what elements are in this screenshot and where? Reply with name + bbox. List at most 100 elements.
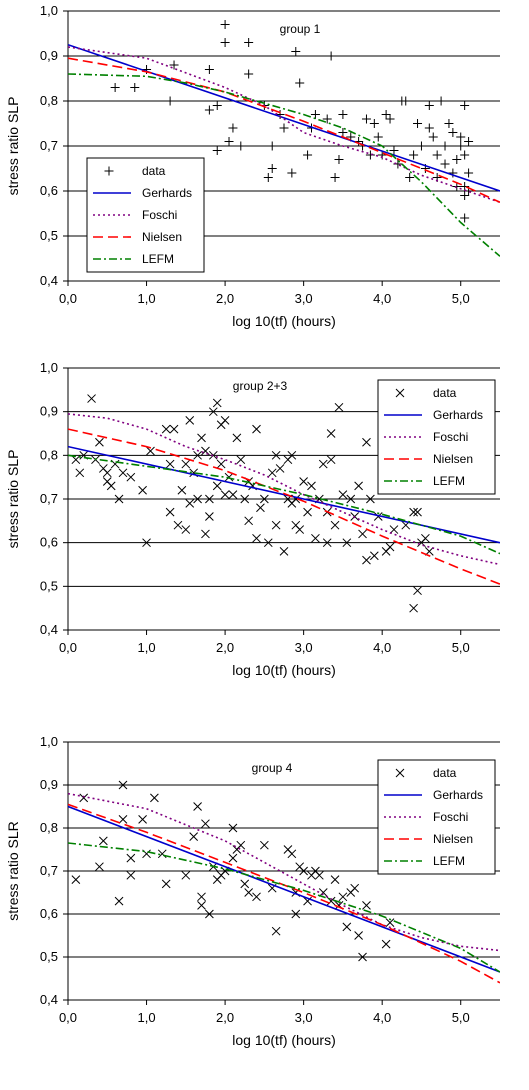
data-point (193, 450, 202, 460)
data-point (295, 525, 305, 534)
legend-label: Nielsen (433, 452, 473, 466)
legend-label: Gerhards (142, 186, 192, 200)
data-point (236, 141, 246, 151)
data-point (260, 494, 269, 504)
legend-label: data (433, 386, 457, 400)
data-point (389, 146, 399, 155)
data-point (275, 464, 285, 473)
data-point (326, 896, 336, 906)
data-point (413, 586, 422, 596)
data-point (330, 520, 340, 530)
data-point (424, 101, 434, 110)
chart-title: group 1 (280, 22, 321, 36)
data-point (369, 119, 379, 128)
series-line-gerhards (68, 445, 500, 544)
data-point (263, 538, 273, 548)
data-point (244, 69, 254, 79)
data-point (228, 823, 238, 833)
y-tick-label: 0,5 (40, 578, 58, 593)
y-tick-label: 1,0 (40, 360, 58, 375)
data-point (126, 853, 136, 863)
data-point (381, 110, 391, 119)
x-tick-label: 5,0 (452, 640, 470, 655)
data-point (279, 547, 289, 556)
data-point (150, 793, 159, 803)
data-point (212, 481, 222, 491)
series-line-lefm (68, 454, 500, 555)
data-point (212, 146, 222, 155)
data-point (228, 490, 238, 499)
data-point (413, 507, 422, 517)
data-point (126, 870, 136, 880)
series-line-foschi (68, 792, 500, 952)
data-point (311, 533, 320, 543)
data-point (409, 603, 418, 613)
data-point (271, 450, 281, 460)
data-point (342, 922, 352, 932)
data-point (165, 507, 175, 517)
data-point (287, 168, 297, 178)
y-axis-label: stress ratio SLP (5, 450, 21, 549)
data-point (106, 481, 116, 491)
data-point (165, 459, 175, 469)
data-point (212, 101, 222, 110)
legend-label: LEFM (433, 854, 465, 868)
data-point (228, 853, 238, 863)
data-point (456, 132, 466, 142)
data-point (267, 468, 277, 478)
data-point (220, 20, 230, 29)
x-axis-label: log 10(tf) (hours) (232, 1032, 335, 1048)
data-point (181, 525, 191, 534)
data-point (350, 883, 360, 893)
data-point (114, 494, 124, 504)
data-point (330, 875, 340, 884)
data-point (256, 503, 265, 513)
data-point (409, 507, 418, 517)
y-tick-label: 0,9 (40, 48, 58, 63)
data-point (444, 119, 454, 128)
data-point (205, 909, 214, 919)
legend-marker-data (395, 768, 405, 778)
data-point (87, 394, 96, 403)
y-axis-label: stress ratio SLP (5, 97, 21, 196)
x-tick-label: 1,0 (138, 640, 156, 655)
data-point (314, 870, 324, 880)
data-point (440, 141, 450, 151)
data-point (381, 939, 391, 949)
legend: data Gerhards Foschi Nielsen LEFM (377, 759, 496, 875)
data-point (161, 424, 171, 434)
data-point (322, 538, 332, 548)
data-point (71, 455, 81, 465)
x-tick-label: 0,0 (59, 291, 77, 306)
data-point (185, 499, 195, 508)
data-point (205, 494, 214, 504)
data-point (138, 815, 147, 824)
data-point (421, 533, 430, 543)
data-point (385, 114, 395, 124)
data-point (373, 132, 383, 142)
data-point (393, 159, 403, 169)
data-point (228, 123, 238, 133)
legend-label: Gerhards (433, 408, 483, 422)
data-point (161, 879, 171, 889)
y-tick-label: 0,6 (40, 535, 58, 550)
data-point (193, 494, 202, 504)
data-point (142, 538, 151, 548)
data-point (181, 459, 191, 469)
data-point (208, 407, 218, 417)
data-point (279, 123, 289, 133)
data-point (303, 507, 312, 517)
data-point (432, 150, 442, 160)
plot-area (68, 780, 500, 984)
x-tick-label: 4,0 (373, 1010, 391, 1025)
data-point (197, 901, 206, 910)
data-point (299, 477, 308, 486)
legend-label: Gerhards (433, 788, 483, 802)
data-point (460, 191, 470, 200)
data-point (287, 450, 297, 460)
data-point (366, 494, 375, 504)
data-point (102, 468, 112, 478)
legend: data Gerhards Foschi Nielsen LEFM (377, 379, 496, 495)
data-point (303, 150, 313, 160)
data-point (365, 150, 375, 160)
